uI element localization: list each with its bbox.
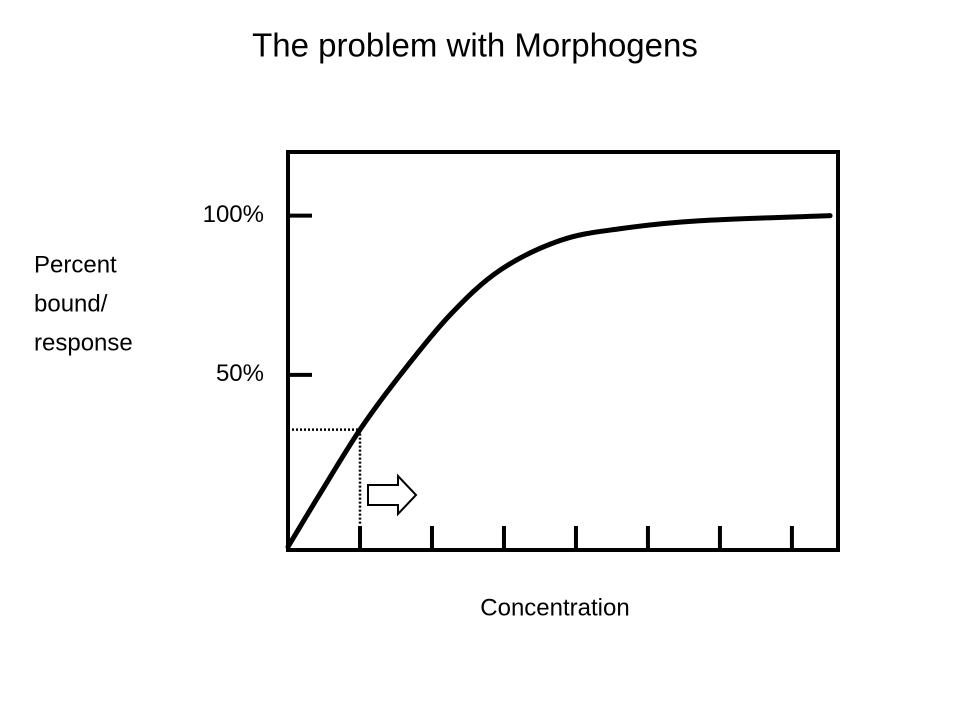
x-axis-label: Concentration: [480, 594, 629, 621]
plot-frame: [286, 150, 840, 552]
y-axis-label: bound/: [34, 290, 108, 317]
chart-title: The problem with Morphogens: [252, 27, 698, 64]
curve: [285, 213, 833, 550]
y-tick-label: 50%: [216, 360, 264, 387]
arrow: [367, 473, 418, 517]
y-tick-label: 100%: [203, 201, 264, 228]
y-axis-label: Percent: [34, 251, 117, 278]
y-axis-label: response: [34, 329, 133, 356]
